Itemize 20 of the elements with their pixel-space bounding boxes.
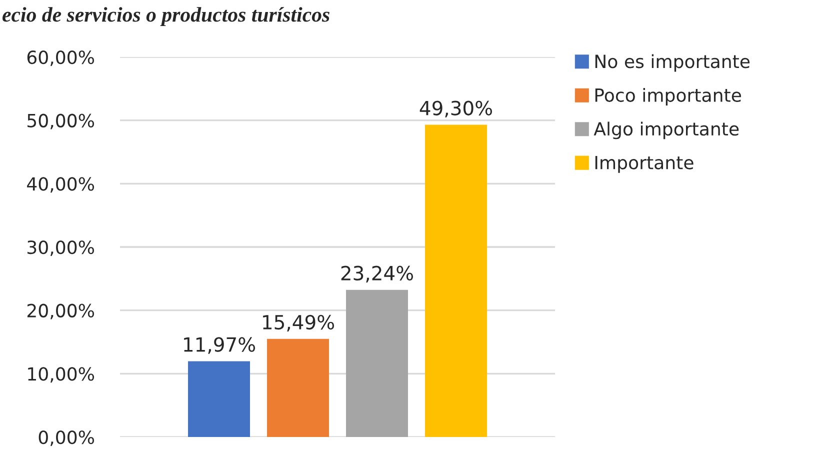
legend-label: Importante — [595, 156, 694, 173]
legend-label: No es importante — [595, 54, 750, 72]
chart-title: ecio de servicios o productos turísticos — [2, 7, 330, 26]
y-tick-label: 30,00% — [28, 240, 94, 256]
data-label: 15,49% — [263, 314, 334, 332]
data-label: 11,97% — [184, 337, 256, 354]
data-label: 23,24% — [341, 266, 413, 282]
legend-label: Poco importante — [595, 88, 741, 106]
legend-label: Algo importante — [594, 122, 739, 140]
bar — [188, 361, 250, 437]
y-tick-label: 10,00% — [28, 367, 94, 383]
y-tick-label: 20,00% — [27, 304, 94, 320]
y-tick-label: 0,00% — [38, 430, 94, 446]
y-tick-label: 50,00% — [28, 114, 94, 130]
bar — [267, 338, 329, 437]
bar — [425, 124, 487, 437]
y-tick-label: 40,00% — [27, 177, 94, 193]
bar — [346, 290, 408, 437]
y-tick-label: 60,00% — [27, 50, 94, 66]
data-label: 49,30% — [420, 100, 492, 118]
